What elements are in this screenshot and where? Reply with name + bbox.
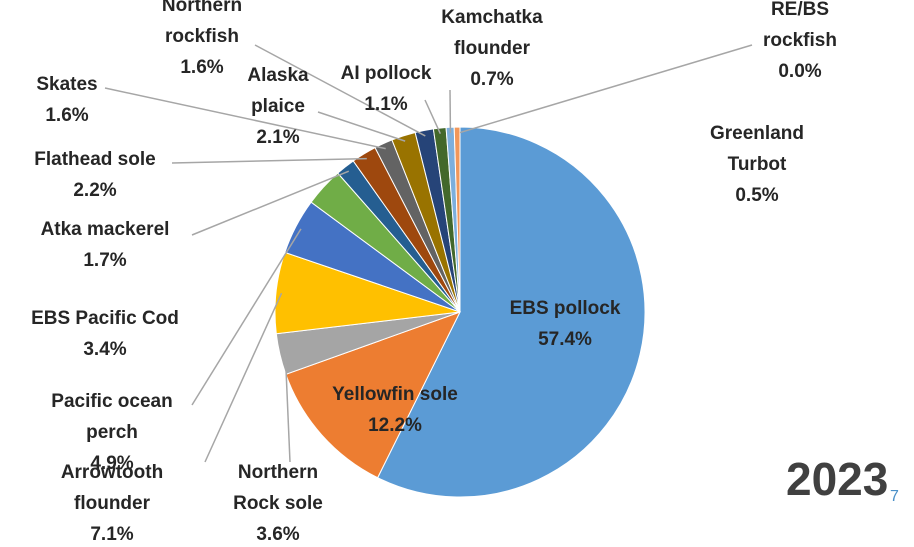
slice-label: EBS Pacific Cod 3.4% — [5, 303, 205, 365]
slice-label: Atka mackerel 1.7% — [5, 214, 205, 276]
slice-value: 57.4% — [538, 329, 592, 350]
leader-line — [191, 170, 350, 236]
slice-name: Atka mackerel — [40, 219, 170, 240]
slice-name: AI pollock — [340, 63, 432, 84]
slice-label: Kamchatka flounder 0.7% — [427, 2, 557, 95]
slice-label: Yellowfin sole 12.2% — [295, 379, 495, 441]
slice-name: Arrowtooth flounder — [60, 462, 164, 514]
slice-label: Northern rockfish 1.6% — [152, 0, 252, 83]
leader-line — [459, 44, 753, 134]
slice-label: Skates 1.6% — [17, 69, 117, 131]
slice-label: AI pollock 1.1% — [316, 58, 456, 120]
slice-name: Yellowfin sole — [332, 384, 458, 405]
slice-label: Alaska plaice 2.1% — [238, 60, 318, 153]
leader-line — [104, 87, 386, 150]
slice-name: Skates — [36, 74, 98, 95]
leader-line — [284, 352, 291, 463]
slice-value: 0.0% — [778, 61, 822, 82]
slice-label: Arrowtooth flounder 7.1% — [47, 457, 177, 547]
slice-value: 1.6% — [180, 57, 224, 78]
slice-value: 12.2% — [368, 415, 422, 436]
slice-value: 3.4% — [83, 339, 127, 360]
slice-value: 2.2% — [73, 180, 117, 201]
slice-name: Alaska plaice — [247, 65, 309, 117]
year-label: 2023 — [786, 453, 889, 505]
leader-line — [204, 292, 283, 463]
slice-name: EBS pollock — [509, 298, 621, 319]
slice-name: Pacific ocean perch — [51, 391, 173, 443]
slice-value: 0.7% — [470, 69, 514, 90]
slice-value: 1.6% — [45, 105, 89, 126]
leader-line — [424, 99, 442, 134]
leader-line — [317, 111, 406, 142]
slice-name: Flathead sole — [34, 149, 156, 170]
slice-value: 1.1% — [364, 94, 408, 115]
slice-name: RE/BS rockfish — [763, 0, 837, 51]
leader-line — [171, 157, 367, 164]
slice-label: RE/BS rockfish 0.0% — [750, 0, 850, 87]
slice-label: Northern Rock sole 3.6% — [213, 457, 343, 547]
slice-name: EBS Pacific Cod — [31, 308, 179, 329]
slice-label: Flathead sole 2.2% — [0, 144, 195, 206]
slice-name: Northern Rock sole — [233, 462, 323, 514]
page-number: 7 — [890, 488, 899, 505]
slice-value: 3.6% — [256, 524, 300, 545]
slice-label: EBS pollock 57.4% — [465, 293, 665, 355]
slice-value: 4.9% — [90, 453, 134, 474]
slice-value: 0.5% — [735, 185, 779, 206]
slice-label: Pacific ocean perch 4.9% — [32, 386, 192, 479]
slice-name: Northern rockfish — [161, 0, 243, 47]
slice-label: Greenland Turbot 0.5% — [702, 118, 812, 211]
pie-slice — [376, 126, 646, 498]
slice-value: 7.1% — [90, 524, 134, 545]
slice-name: Greenland Turbot — [710, 123, 804, 175]
pie-slice — [285, 311, 462, 479]
slice-name: Kamchatka flounder — [441, 7, 543, 59]
leader-line — [254, 44, 426, 137]
leader-line — [191, 228, 302, 406]
slice-value: 2.1% — [256, 127, 300, 148]
slice-value: 1.7% — [83, 250, 127, 271]
